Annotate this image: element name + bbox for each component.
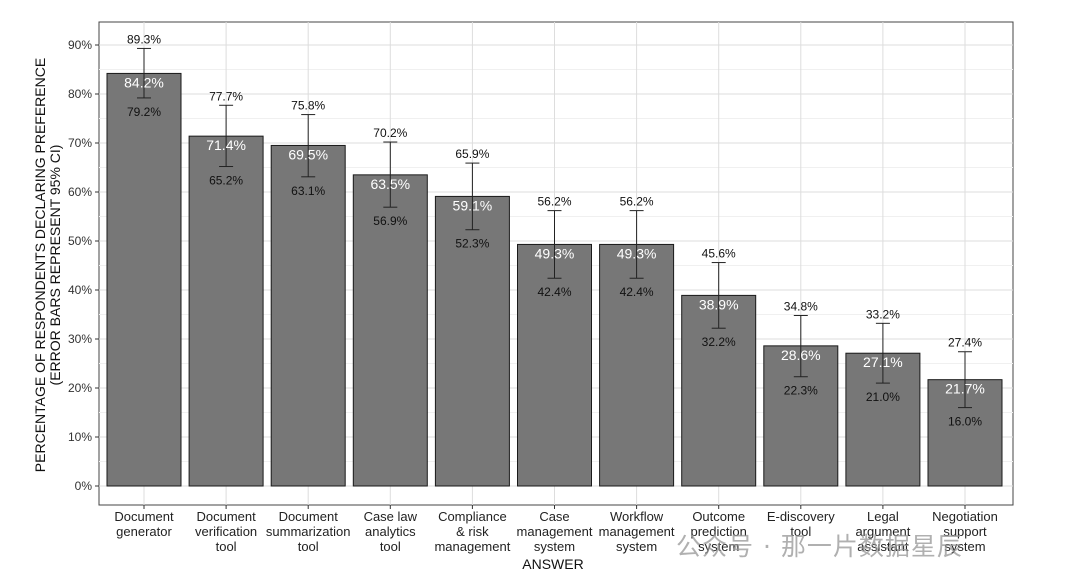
y-axis-title-line-1: PERCENTAGE OF RESPONDENTS DECLARING PREF… (32, 58, 48, 472)
ci-upper-label: 56.2% (537, 195, 571, 209)
x-tick-label: system (616, 539, 657, 554)
x-tick-label: system (944, 539, 985, 554)
bar (517, 243, 592, 487)
ci-upper-label: 75.8% (291, 99, 325, 113)
ci-lower-label: 22.3% (784, 384, 818, 398)
ci-lower-label: 56.9% (373, 214, 407, 228)
x-tick-label: system (698, 539, 739, 554)
x-tick-label: Case (539, 509, 569, 524)
y-tick-label: 0% (75, 479, 93, 493)
y-tick-label: 70% (68, 136, 92, 150)
x-tick-label: tool (298, 539, 319, 554)
ci-upper-label: 33.2% (866, 307, 900, 321)
x-tick-label: management (434, 539, 510, 554)
value-label: 69.5% (288, 146, 328, 162)
ci-lower-label: 79.2% (127, 105, 161, 119)
ci-upper-label: 56.2% (620, 195, 654, 209)
y-axis: 0% 10% 20% 30% 40% 50% 60% 70% 80% 90% (68, 38, 99, 493)
ci-lower-label: 16.0% (948, 415, 982, 429)
x-tick-label: generator (116, 524, 172, 539)
y-tick-label: 30% (68, 332, 92, 346)
bar (352, 174, 428, 487)
value-label: 38.9% (699, 296, 739, 312)
ci-lower-label: 42.4% (537, 285, 571, 299)
x-tick-label: verification (195, 524, 257, 539)
y-tick-label: 20% (68, 381, 92, 395)
ci-lower-label: 63.1% (291, 184, 325, 198)
bar (106, 72, 182, 487)
y-axis-title: PERCENTAGE OF RESPONDENTS DECLARING PREF… (32, 58, 63, 472)
x-tick-label: Document (114, 509, 174, 524)
ci-upper-label: 70.2% (373, 126, 407, 140)
x-tick-label: management (599, 524, 675, 539)
value-label: 49.3% (535, 245, 575, 261)
ci-upper-label: 65.9% (455, 147, 489, 161)
x-tick-label: Outcome (692, 509, 745, 524)
x-tick-label: Negotiation (932, 509, 998, 524)
bar (434, 195, 510, 487)
bar (188, 135, 264, 487)
ci-upper-label: 89.3% (127, 32, 161, 46)
x-axis: DocumentgeneratorDocumentverificationtoo… (114, 505, 998, 554)
y-tick-label: 10% (68, 430, 92, 444)
error-bars (137, 47, 972, 409)
value-label: 59.1% (453, 197, 493, 213)
x-tick-label: Compliance (438, 509, 507, 524)
x-tick-label: support (943, 524, 987, 539)
value-label: 63.5% (370, 176, 410, 192)
value-label: 71.4% (206, 137, 246, 153)
value-label: 84.2% (124, 74, 164, 90)
ci-upper-label: 34.8% (784, 299, 818, 313)
x-tick-label: E-discovery (767, 509, 835, 524)
x-tick-label: argument (855, 524, 910, 539)
ci-upper-label: 45.6% (702, 247, 736, 261)
y-tick-label: 40% (68, 283, 92, 297)
x-tick-label: prediction (691, 524, 747, 539)
data-labels: 89.3% 84.2% 79.2% 77.7% 71.4% 65.2% 75.8% 69.5%… (124, 32, 985, 428)
x-tick-label: Workflow (610, 509, 664, 524)
y-tick-label: 60% (68, 185, 92, 199)
ci-lower-label: 52.3% (455, 237, 489, 251)
ci-lower-label: 65.2% (209, 174, 243, 188)
ci-lower-label: 32.2% (702, 335, 736, 349)
value-label: 28.6% (781, 347, 821, 363)
y-tick-label: 50% (68, 234, 92, 248)
ci-upper-label: 77.7% (209, 89, 243, 103)
x-tick-label: management (517, 524, 593, 539)
watermark: 公众号 · 那一片数据星辰 (676, 532, 963, 561)
x-tick-label: Document (279, 509, 339, 524)
value-label: 49.3% (617, 245, 657, 261)
x-tick-label: tool (216, 539, 237, 554)
value-label: 21.7% (945, 381, 985, 397)
ci-lower-label: 21.0% (866, 390, 900, 404)
x-tick-label: assistant (857, 539, 909, 554)
ci-upper-label: 27.4% (948, 336, 982, 350)
x-axis-title: ANSWER (522, 556, 583, 572)
y-tick-label: 80% (68, 87, 92, 101)
x-tick-label: Document (196, 509, 256, 524)
ci-lower-label: 42.4% (620, 285, 654, 299)
x-tick-label: system (534, 539, 575, 554)
x-tick-label: analytics (365, 524, 416, 539)
x-tick-label: Legal (867, 509, 899, 524)
x-tick-label: summarization (266, 524, 351, 539)
y-axis-title-line-2: (ERROR BARS REPRESENT 95% CI) (47, 145, 63, 386)
x-tick-label: & risk (456, 524, 489, 539)
bar (599, 243, 675, 487)
value-label: 27.1% (863, 354, 903, 370)
x-tick-label: Case law (364, 509, 418, 524)
y-tick-label: 90% (68, 38, 92, 52)
x-tick-label: tool (790, 524, 811, 539)
x-tick-label: tool (380, 539, 401, 554)
